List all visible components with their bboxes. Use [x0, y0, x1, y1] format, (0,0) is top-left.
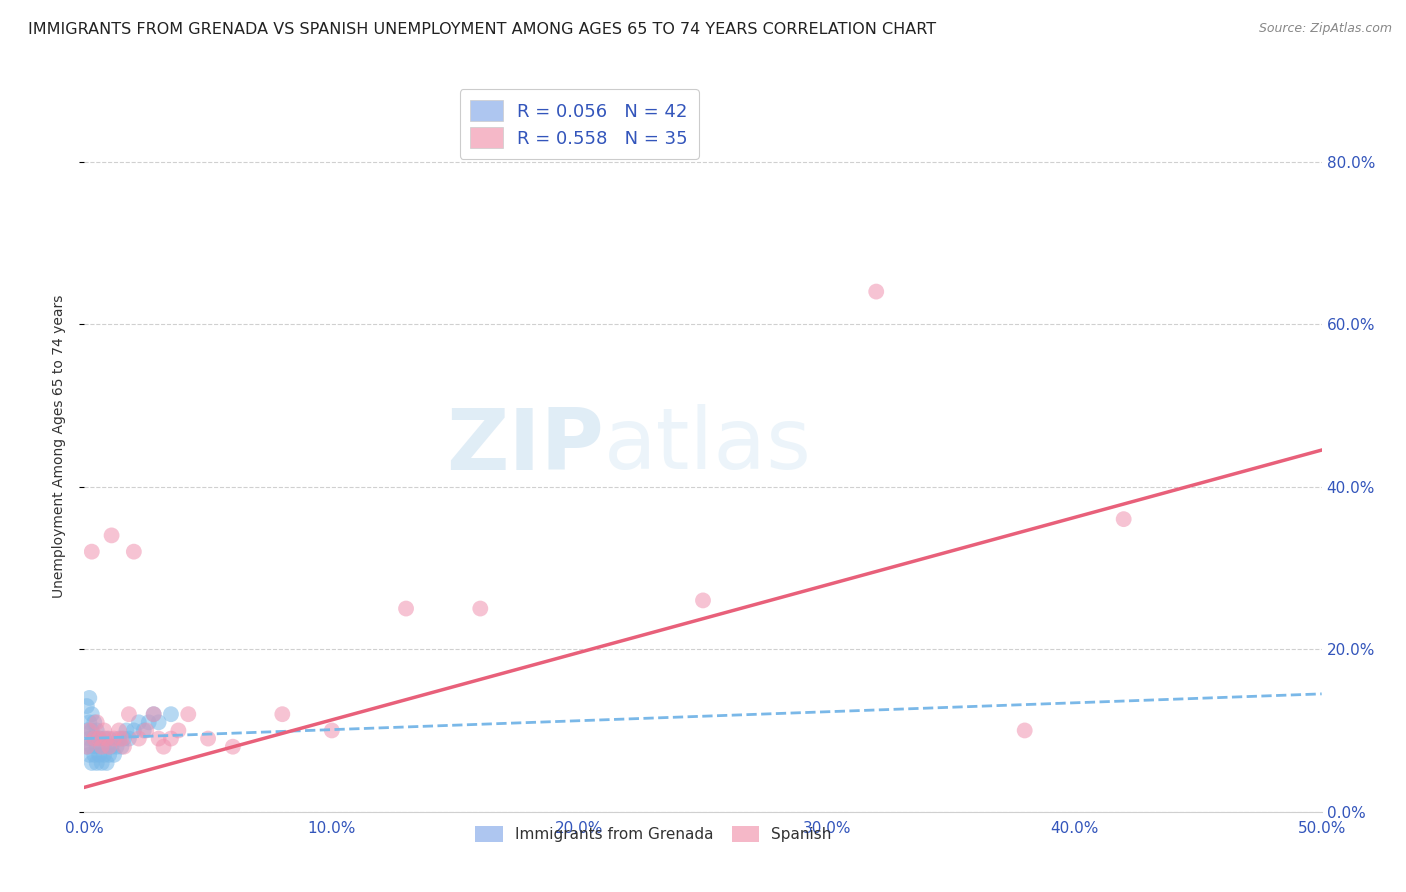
Point	[115, 723, 138, 738]
Text: atlas: atlas	[605, 404, 813, 488]
Point	[103, 731, 125, 746]
Point	[98, 739, 121, 754]
Point	[98, 747, 121, 762]
Point	[321, 723, 343, 738]
Point	[80, 739, 103, 754]
Point	[90, 756, 112, 770]
Point	[122, 723, 145, 738]
Point	[160, 707, 183, 722]
Point	[128, 715, 150, 730]
Point	[79, 690, 101, 705]
Text: IMMIGRANTS FROM GRENADA VS SPANISH UNEMPLOYMENT AMONG AGES 65 TO 74 YEARS CORREL: IMMIGRANTS FROM GRENADA VS SPANISH UNEMP…	[28, 22, 936, 37]
Point	[80, 723, 103, 738]
Point	[1014, 723, 1036, 738]
Point	[79, 731, 101, 746]
Point	[89, 747, 111, 762]
Point	[108, 731, 131, 746]
Point	[112, 739, 135, 754]
Point	[222, 739, 245, 754]
Point	[83, 747, 105, 762]
Point	[1112, 512, 1135, 526]
Point	[103, 747, 125, 762]
Point	[76, 699, 98, 714]
Point	[89, 731, 111, 746]
Point	[76, 723, 98, 738]
Point	[167, 723, 190, 738]
Point	[89, 731, 111, 746]
Text: Source: ZipAtlas.com: Source: ZipAtlas.com	[1258, 22, 1392, 36]
Point	[160, 731, 183, 746]
Y-axis label: Unemployment Among Ages 65 to 74 years: Unemployment Among Ages 65 to 74 years	[52, 294, 66, 598]
Point	[132, 723, 155, 738]
Point	[197, 731, 219, 746]
Point	[865, 285, 887, 299]
Point	[90, 739, 112, 754]
Point	[142, 707, 165, 722]
Point	[83, 731, 105, 746]
Point	[112, 731, 135, 746]
Point	[76, 739, 98, 754]
Point	[93, 747, 115, 762]
Point	[470, 601, 492, 615]
Point	[90, 739, 112, 754]
Point	[108, 723, 131, 738]
Point	[93, 723, 115, 738]
Point	[100, 528, 122, 542]
Text: ZIP: ZIP	[446, 404, 605, 488]
Point	[128, 731, 150, 746]
Point	[96, 756, 118, 770]
Point	[692, 593, 714, 607]
Point	[110, 739, 132, 754]
Point	[135, 723, 157, 738]
Point	[118, 731, 141, 746]
Point	[80, 544, 103, 558]
Point	[138, 715, 160, 730]
Point	[118, 707, 141, 722]
Point	[86, 756, 108, 770]
Point	[105, 739, 128, 754]
Point	[79, 715, 101, 730]
Point	[122, 544, 145, 558]
Point	[177, 707, 200, 722]
Point	[142, 707, 165, 722]
Point	[80, 707, 103, 722]
Point	[93, 731, 115, 746]
Point	[152, 739, 174, 754]
Point	[80, 756, 103, 770]
Point	[79, 747, 101, 762]
Point	[98, 731, 121, 746]
Point	[83, 715, 105, 730]
Point	[86, 723, 108, 738]
Point	[83, 731, 105, 746]
Point	[86, 715, 108, 730]
Point	[148, 731, 170, 746]
Point	[100, 739, 122, 754]
Point	[395, 601, 418, 615]
Point	[86, 739, 108, 754]
Legend: Immigrants from Grenada, Spanish: Immigrants from Grenada, Spanish	[470, 820, 838, 848]
Point	[148, 715, 170, 730]
Point	[271, 707, 294, 722]
Point	[76, 739, 98, 754]
Point	[96, 739, 118, 754]
Point	[110, 731, 132, 746]
Point	[79, 723, 101, 738]
Point	[96, 731, 118, 746]
